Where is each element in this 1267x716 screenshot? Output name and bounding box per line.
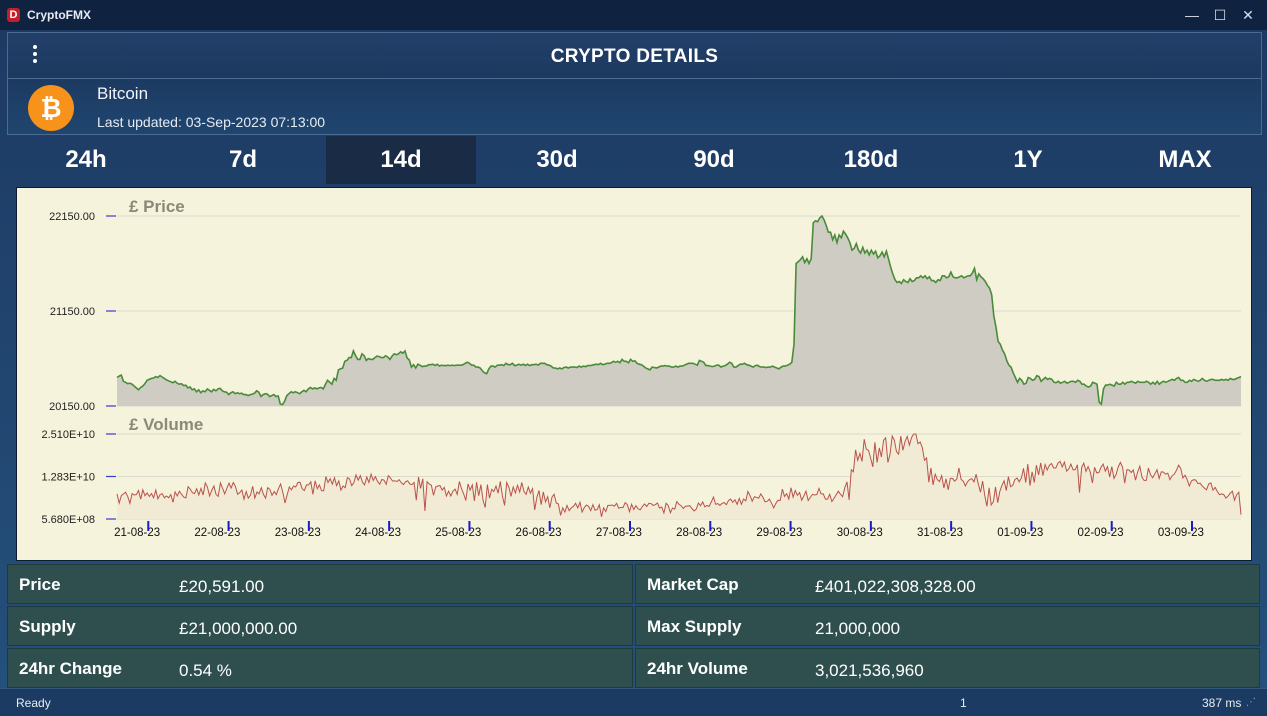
x-axis-date-label: 25-08-23	[435, 527, 481, 539]
stat-label: Max Supply	[647, 617, 742, 636]
stat-value: £20,591.00	[179, 577, 265, 596]
x-axis-date-label: 28-08-23	[676, 527, 722, 539]
chart-panel: £ Price £ Volume 22150.00 21150.00 20150.0…	[16, 187, 1252, 561]
stat-value: 3,021,536,960	[815, 661, 924, 680]
x-axis-date-label: 29-08-23	[756, 527, 802, 539]
last-updated-text: Last updated: 03-Sep-2023 07:13:00	[97, 114, 326, 130]
tab-7d[interactable]: 7d	[228, 146, 257, 173]
app-logo-icon: D	[7, 8, 20, 22]
status-count: 1	[960, 696, 967, 710]
kebab-menu-icon[interactable]	[28, 45, 42, 67]
price-area	[117, 216, 1241, 406]
stat-value: 0.54 %	[179, 661, 232, 680]
stat-label: 24hr Volume	[647, 659, 748, 678]
x-axis-date-label: 24-08-23	[355, 527, 401, 539]
resize-grip-icon[interactable]: ⋰	[1246, 697, 1256, 708]
maximize-icon[interactable]: ☐	[1213, 7, 1227, 23]
price-y-tick-label: 21150.00	[50, 306, 95, 318]
price-y-tick-label: 22150.00	[49, 211, 95, 223]
stat-label: Market Cap	[647, 575, 739, 594]
volume-y-tick-label: 2.510E+10	[41, 429, 95, 441]
stat-max-supply: Max Supply 21,000,000	[635, 606, 1260, 646]
stat-price: Price £20,591.00	[7, 564, 633, 604]
stat-market-cap: Market Cap £401,022,308,328.00	[635, 564, 1260, 604]
stat-label: Price	[19, 575, 61, 594]
stat-supply: Supply £21,000,000.00	[7, 606, 633, 646]
x-axis-date-label: 26-08-23	[516, 527, 562, 539]
x-axis-date-label: 30-08-23	[837, 527, 883, 539]
stat-label: 24hr Change	[19, 659, 122, 678]
x-axis-date-label: 03-09-23	[1158, 527, 1204, 539]
tab-180d[interactable]: 180d	[843, 146, 899, 173]
bitcoin-logo-icon: ₿	[28, 85, 74, 131]
x-axis-date-label: 27-08-23	[596, 527, 642, 539]
bitcoin-symbol: ₿	[40, 93, 62, 123]
x-axis-date-label: 01-09-23	[997, 527, 1043, 539]
stat-24hr-change: 24hr Change 0.54 %	[7, 648, 633, 688]
tab-14d[interactable]: 14d	[326, 136, 476, 184]
status-timing: 387 ms	[1202, 696, 1242, 710]
stat-value: £401,022,308,328.00	[815, 577, 976, 596]
minimize-icon[interactable]: —	[1185, 7, 1199, 23]
title-bar: D CryptoFMX — ☐ ✕	[0, 0, 1267, 30]
x-axis-date-label: 02-09-23	[1078, 527, 1124, 539]
app-title: CryptoFMX	[27, 8, 91, 22]
volume-y-tick-label: 5.680E+08	[41, 514, 95, 526]
volume-area	[117, 434, 1241, 519]
volume-y-tick-label: 1.283E+10	[41, 472, 95, 484]
page-title: CRYPTO DETAILS	[550, 46, 719, 67]
volume-line	[116, 433, 1242, 517]
volume-chart-title: £ Volume	[129, 415, 203, 434]
x-axis-date-label: 23-08-23	[275, 527, 321, 539]
price-chart-title: £ Price	[129, 197, 185, 216]
app-body: CRYPTO DETAILS ₿ Bitcoin Last updated: 0…	[0, 30, 1267, 688]
tab-90d[interactable]: 90d	[693, 146, 735, 173]
tab-30d[interactable]: 30d	[536, 146, 578, 173]
header-bar: CRYPTO DETAILS	[7, 32, 1262, 79]
x-axis-date-label: 21-08-23	[114, 527, 160, 539]
close-icon[interactable]: ✕	[1242, 7, 1254, 23]
stats-grid: Price £20,591.00 Market Cap £401,022,308…	[7, 564, 1260, 688]
price-y-tick-label: 20150.00	[49, 401, 95, 413]
tab-24h[interactable]: 24h	[65, 146, 107, 173]
price-volume-chart: £ Price £ Volume 22150.00 21150.00 20150.0…	[41, 197, 1242, 539]
coin-info-bar: ₿ Bitcoin Last updated: 03-Sep-2023 07:1…	[7, 78, 1262, 135]
tab-1y[interactable]: 1Y	[1013, 146, 1043, 173]
tab-max[interactable]: MAX	[1158, 146, 1212, 173]
stat-label: Supply	[19, 617, 76, 636]
stat-24hr-volume: 24hr Volume 3,021,536,960	[635, 648, 1260, 688]
status-bar: Ready 1 387 ms ⋰	[0, 688, 1267, 716]
coin-name: Bitcoin	[97, 84, 149, 103]
stat-value: £21,000,000.00	[179, 619, 298, 638]
status-text: Ready	[16, 696, 51, 710]
stat-value: 21,000,000	[815, 619, 901, 638]
timeframe-tabs: 24h 7d 14d 30d 90d 180d 1Y MAX	[8, 136, 1260, 184]
x-axis-date-label: 31-08-23	[917, 527, 963, 539]
x-axis-date-label: 22-08-23	[194, 527, 240, 539]
price-line	[116, 214, 1242, 406]
